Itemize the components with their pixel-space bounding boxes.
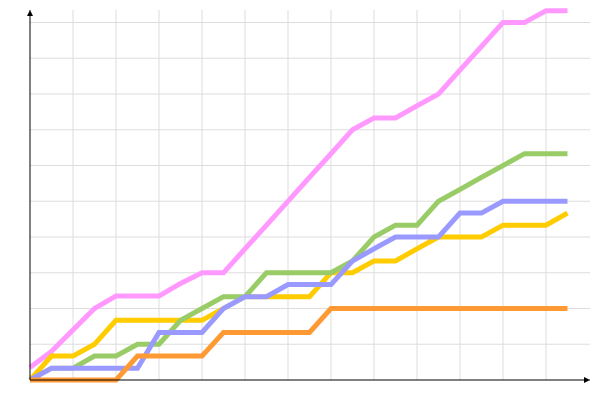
series-line-1 xyxy=(28,8,568,370)
x-axis-arrow-icon xyxy=(584,377,590,383)
series-line-2 xyxy=(28,210,569,382)
series-line-5 xyxy=(30,306,568,383)
series-line-4 xyxy=(28,198,568,383)
y-axis-arrow-icon xyxy=(27,10,33,16)
axes xyxy=(27,10,590,383)
series-line-3 xyxy=(28,151,568,383)
series-group xyxy=(28,8,569,383)
